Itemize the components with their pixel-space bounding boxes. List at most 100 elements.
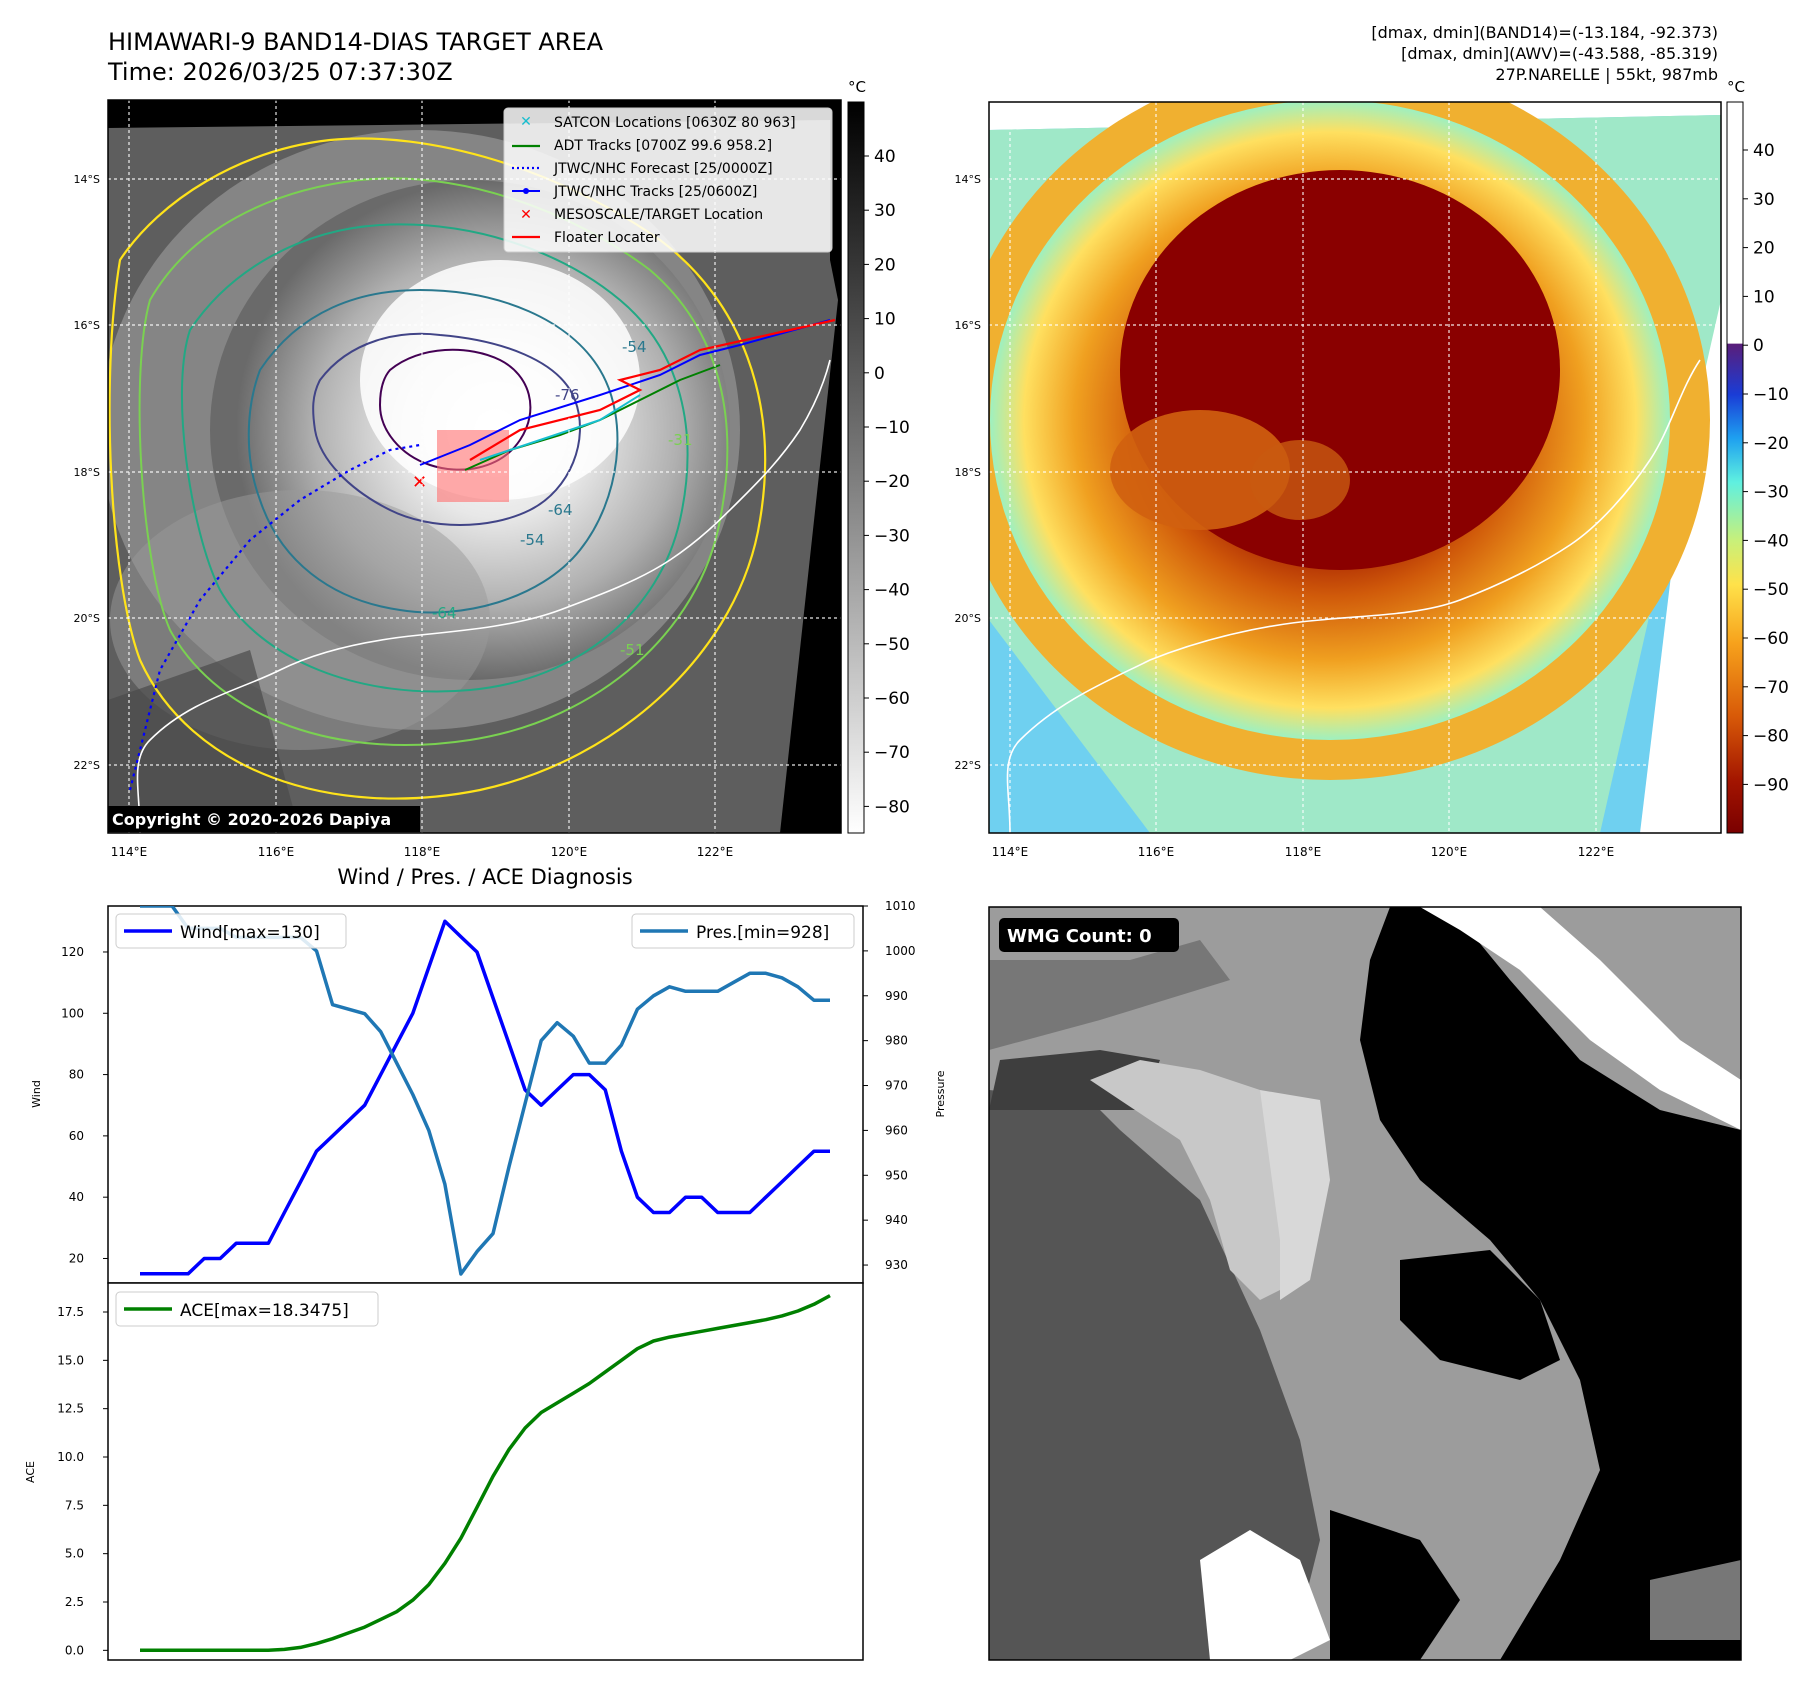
y-tick-label: 15.0 (57, 1353, 84, 1367)
lat-label: 18°S (74, 466, 100, 479)
mesoscale-target-marker: ✕ (412, 472, 427, 493)
legend-satcon: SATCON Locations [0630Z 80 963] (554, 115, 796, 131)
y-tick-label: 120 (61, 945, 84, 959)
y-tick-label: 100 (61, 1006, 84, 1020)
colorbar-tick-label: −70 (874, 743, 910, 763)
colorbar-tick-label: −50 (1753, 580, 1789, 600)
y-tick-label: 80 (69, 1068, 84, 1082)
pressure-axis-label: Pressure (934, 1070, 947, 1117)
info-band14: [dmax, dmin](BAND14)=(-13.184, -92.373) (1371, 23, 1718, 42)
track-legend: ✕ SATCON Locations [0630Z 80 963] ADT Tr… (503, 107, 833, 253)
colorbar-tick-label: −10 (874, 418, 910, 438)
colorbar-tick-label: −60 (1753, 629, 1789, 649)
colorbar-tick-label: −60 (874, 689, 910, 709)
colorbar-tick-label: 0 (1753, 336, 1764, 356)
colorbar-tick-label: −30 (874, 526, 910, 546)
ace-legend: ACE[max=18.3475] (115, 1291, 379, 1327)
colorbar-tick-label: −30 (1753, 483, 1789, 503)
ace-series-line (140, 1294, 831, 1653)
lat-label: 14°S (74, 173, 100, 186)
wind-legend: Wind[max=130] (115, 913, 347, 949)
colorbar-tick-label: 10 (1753, 287, 1775, 307)
colorbar-tick-label: 20 (1753, 239, 1775, 259)
y-tick-label: 930 (885, 1258, 908, 1272)
colorbar-tick-label: 30 (1753, 190, 1775, 210)
lon-label: 118°E (1285, 845, 1322, 859)
y-tick-label: 20 (69, 1251, 84, 1265)
legend-jtwc-tracks: JTWC/NHC Tracks [25/0600Z] (553, 184, 757, 200)
enhanced-map-panel: 14°S 16°S 18°S 20°S 22°S 114°E 116°E 118… (955, 101, 1722, 859)
ir-colorbar: °C 40 30 20 10 0 −10 −20 −30 −40 −50 −60 −70 −80 (847, 78, 910, 834)
figure-title-line1: HIMAWARI-9 BAND14-DIAS TARGET AREA (108, 28, 604, 56)
lat-label: 20°S (74, 612, 100, 625)
colorbar-tick-label: 20 (874, 255, 896, 275)
ir-colorbar-unit: °C (848, 78, 866, 96)
legend-jtwc-forecast: JTWC/NHC Forecast [25/0000Z] (553, 161, 773, 177)
colorbar-tick-label: −20 (1753, 434, 1789, 454)
lat-label: 16°S (955, 319, 981, 332)
lon-label: 122°E (697, 845, 734, 859)
y-tick-label: 2.5 (65, 1595, 84, 1609)
lat-label: 14°S (955, 173, 981, 186)
colorbar-tick-label: 30 (874, 201, 896, 221)
legend-mesoscale: MESOSCALE/TARGET Location (554, 207, 763, 223)
lat-label: 22°S (74, 759, 100, 772)
y-tick-label: 980 (885, 1034, 908, 1048)
contour-label: -64 (548, 501, 573, 519)
y-tick-label: 17.5 (57, 1305, 84, 1319)
lon-label: 114°E (111, 845, 148, 859)
colorbar-tick-label: −50 (874, 635, 910, 655)
lon-label: 114°E (992, 845, 1029, 859)
ace-legend-label: ACE[max=18.3475] (180, 1301, 349, 1321)
colorbar-tick-label: 0 (874, 364, 885, 384)
contour-label: -54 (622, 338, 647, 356)
colorbar-tick-label: −20 (874, 472, 910, 492)
figure-title-line2: Time: 2026/03/25 07:37:30Z (107, 58, 453, 86)
lon-label: 118°E (404, 845, 441, 859)
y-tick-label: 10.0 (57, 1450, 84, 1464)
y-tick-label: 60 (69, 1129, 84, 1143)
y-tick-label: 950 (885, 1168, 908, 1182)
colorbar-tick-label: −10 (1753, 385, 1789, 405)
colorbar-tick-label: 40 (874, 147, 896, 167)
contour-label: -31 (668, 431, 693, 449)
satcon-legend-marker: ✕ (520, 114, 532, 130)
lon-label: 122°E (1578, 845, 1615, 859)
y-tick-label: 12.5 (57, 1402, 84, 1416)
lon-label: 120°E (551, 845, 588, 859)
lon-label: 120°E (1431, 845, 1468, 859)
info-awv: [dmax, dmin](AWV)=(-43.588, -85.319) (1401, 44, 1718, 63)
contour-label: -64 (432, 604, 457, 622)
ace-chart: ACE 0.0 2.5 5.0 7.5 10.0 12.5 15.0 17.5 ACE[max… (24, 1282, 864, 1661)
mesoscale-legend-marker: ✕ (520, 207, 532, 223)
diagnosis-title: Wind / Pres. / ACE Diagnosis (337, 865, 632, 889)
colorbar-tick-label: −40 (1753, 531, 1789, 551)
y-tick-label: 940 (885, 1213, 908, 1227)
lat-label: 22°S (955, 759, 981, 772)
lat-label: 16°S (74, 319, 100, 332)
jtwc-forecast-track (128, 443, 421, 791)
colorbar-tick-label: −40 (874, 581, 910, 601)
ace-axis-label: ACE (24, 1461, 37, 1483)
wmg-count-box (999, 918, 1179, 952)
legend-adt: ADT Tracks [0700Z 99.6 958.2] (554, 138, 772, 154)
y-tick-label: 970 (885, 1079, 908, 1093)
copyright-text: Copyright © 2020-2026 Dapiya (112, 810, 391, 829)
info-storm: 27P.NARELLE | 55kt, 987mb (1495, 65, 1718, 84)
colorbar-tick-label: −80 (874, 797, 910, 817)
wind-axis-label: Wind (30, 1080, 43, 1108)
y-tick-label: 40 (69, 1190, 84, 1204)
y-tick-label: 1000 (885, 944, 916, 958)
satcon-track (479, 394, 641, 461)
lat-label: 18°S (955, 466, 981, 479)
colorbar-tick-label: −80 (1753, 727, 1789, 747)
copyright-box (108, 806, 420, 832)
wind-legend-label: Wind[max=130] (180, 923, 320, 943)
colorbar-tick-label: −70 (1753, 678, 1789, 698)
lon-label: 116°E (258, 845, 295, 859)
y-tick-label: 7.5 (65, 1498, 84, 1512)
y-tick-label: 5.0 (65, 1547, 84, 1561)
lat-label: 20°S (955, 612, 981, 625)
y-tick-label: 1010 (885, 899, 916, 913)
